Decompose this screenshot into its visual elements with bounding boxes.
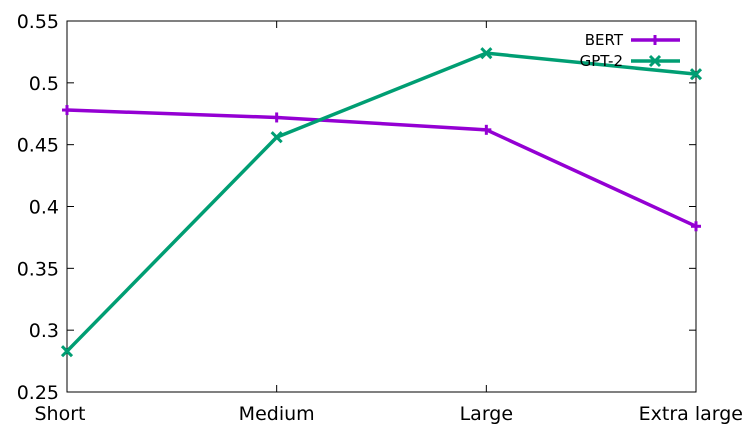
x-tick-label: Large (460, 403, 513, 425)
y-tick-label: 0.35 (17, 258, 59, 280)
x-tick-label: Medium (239, 403, 315, 425)
data-point-bert (481, 124, 492, 135)
y-axis: 0.25 0.3 0.35 0.4 0.45 0.5 0.55 (17, 11, 696, 404)
data-point-bert (691, 221, 701, 232)
y-tick-label: 0.45 (17, 135, 59, 157)
cross-marker-b (270, 131, 283, 144)
legend-label-gpt-2: GPT-2 (580, 52, 623, 70)
series-line-bert (66, 108, 697, 228)
data-point-gpt-2 (689, 68, 703, 81)
legend-marker-bert (650, 35, 660, 45)
series-layer (60, 47, 703, 358)
legend: BERT GPT-2 (580, 31, 680, 70)
x-axis: Short Medium Large Extra large (35, 21, 743, 425)
legend-marker-gpt-2 (648, 54, 662, 68)
x-tick-label: Extra large (639, 403, 743, 425)
y-tick-label: 0.5 (29, 73, 59, 95)
data-point-gpt-2 (480, 47, 493, 60)
legend-label-bert: BERT (585, 31, 624, 49)
cross-marker-b (60, 345, 74, 358)
data-point-bert (271, 112, 282, 123)
data-point-bert (62, 105, 72, 116)
data-point-gpt-2 (60, 345, 74, 358)
cross-marker-b (480, 47, 493, 60)
y-tick-label: 0.3 (29, 320, 59, 342)
cross-marker-b (648, 54, 662, 68)
y-tick-label: 0.25 (17, 382, 59, 404)
data-point-gpt-2 (270, 131, 283, 144)
plot-frame (66, 20, 697, 393)
y-tick-label: 0.4 (29, 197, 59, 219)
x-tick-label: Short (35, 403, 86, 425)
y-tick-label: 0.55 (17, 11, 59, 33)
cross-marker-b (689, 68, 703, 81)
series-line-gpt-2 (65, 51, 697, 353)
